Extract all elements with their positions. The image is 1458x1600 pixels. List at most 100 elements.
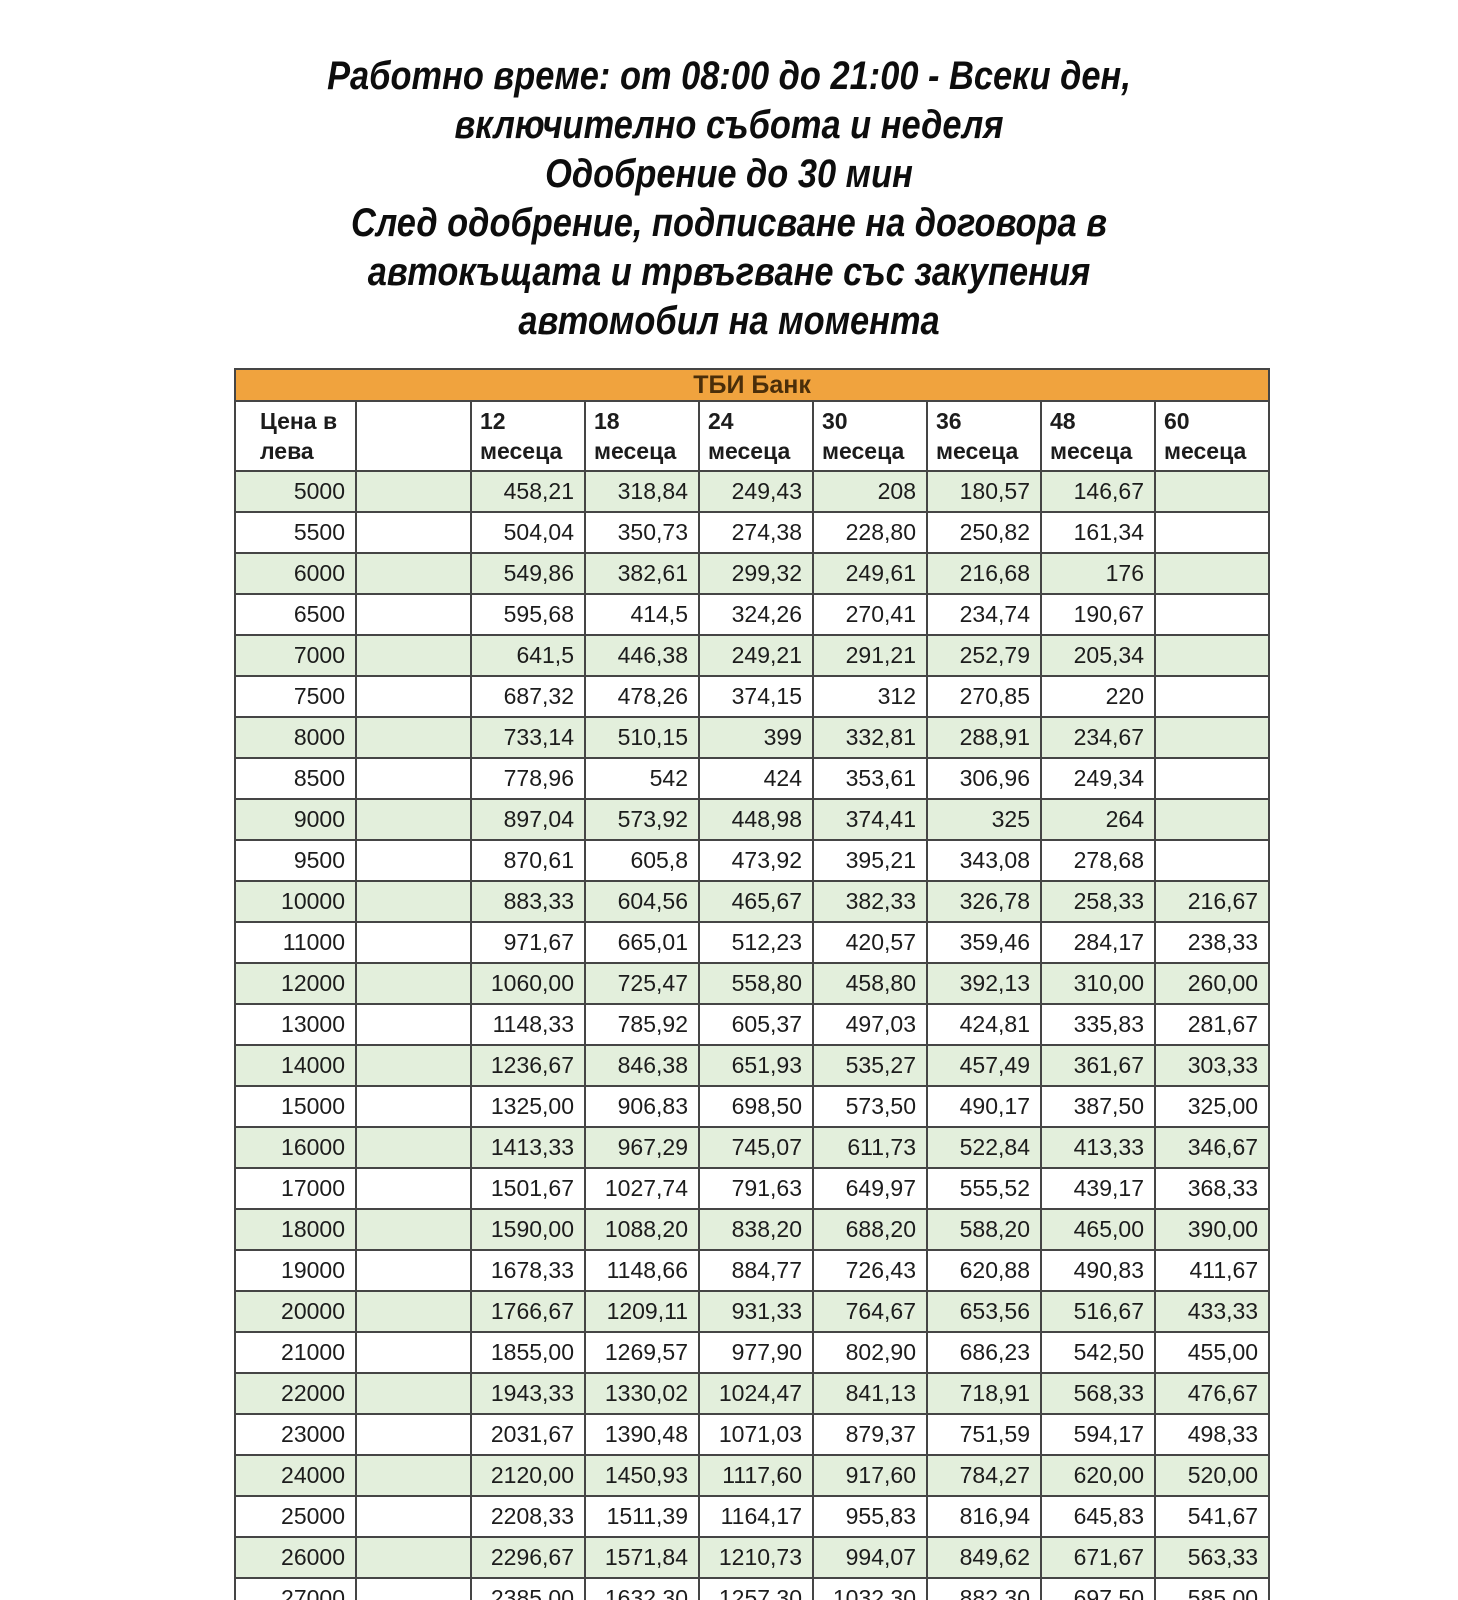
value-cell: 264 [1040, 798, 1156, 841]
table-row: 15000 1325,00 906,83 698,50 573,50 490,17 387,… [234, 1085, 1271, 1128]
value-cell: 785,92 [584, 1003, 700, 1046]
value-cell: 838,20 [698, 1208, 814, 1251]
value-cell: 490,83 [1040, 1249, 1156, 1292]
table-row: 17000 1501,67 1027,74 791,63 649,97 555,52 439… [234, 1167, 1271, 1210]
value-cell: 433,33 [1153, 1290, 1271, 1333]
value-cell: 368,33 [1153, 1167, 1271, 1210]
value-cell: 270,85 [926, 675, 1042, 718]
column-header-row: Цена в лева 12 месеца 18 месеца 24 месеца 30 ме… [234, 400, 1271, 472]
value-cell: 2385,00 [470, 1577, 586, 1600]
price-cell: 18000 [234, 1208, 357, 1251]
spacer-cell [355, 511, 472, 554]
value-cell: 457,49 [926, 1044, 1042, 1087]
price-cell: 19000 [234, 1249, 357, 1292]
value-cell [1153, 839, 1271, 882]
month-label: месеца [708, 438, 791, 464]
month-number: 36 [936, 408, 962, 434]
value-cell: 1209,11 [584, 1290, 700, 1333]
table-row: 22000 1943,33 1330,02 1024,47 841,13 718,91 56… [234, 1372, 1271, 1415]
value-cell: 476,67 [1153, 1372, 1271, 1415]
value-cell: 588,20 [926, 1208, 1042, 1251]
price-cell: 12000 [234, 962, 357, 1005]
value-cell [1153, 675, 1271, 718]
price-cell: 27000 [234, 1577, 357, 1600]
price-cell: 22000 [234, 1372, 357, 1415]
month-number: 18 [594, 408, 620, 434]
price-cell: 15000 [234, 1085, 357, 1128]
month-label: месеца [1164, 438, 1247, 464]
value-cell: 382,33 [812, 880, 928, 923]
spacer-cell [355, 1249, 472, 1292]
spacer-cell [355, 552, 472, 595]
table-row: 5500 504,04 350,73 274,38 228,80 250,82 161,34 [234, 511, 1271, 554]
value-cell: 1210,73 [698, 1536, 814, 1579]
value-cell: 249,43 [698, 470, 814, 513]
spacer-cell [355, 1495, 472, 1538]
spacer-cell [355, 1044, 472, 1087]
value-cell: 326,78 [926, 880, 1042, 923]
table-row: 23000 2031,67 1390,48 1071,03 879,37 751,59 59… [234, 1413, 1271, 1456]
value-cell: 310,00 [1040, 962, 1156, 1005]
value-cell: 306,96 [926, 757, 1042, 800]
value-cell: 281,67 [1153, 1003, 1271, 1046]
value-cell: 605,8 [584, 839, 700, 882]
spacer-cell [355, 1413, 472, 1456]
month-label: месеца [480, 438, 563, 464]
value-cell: 332,81 [812, 716, 928, 759]
table-body: 5000 458,21 318,84 249,43 208 180,57 146,67 550… [234, 470, 1271, 1600]
value-cell: 361,67 [1040, 1044, 1156, 1087]
value-cell: 190,67 [1040, 593, 1156, 636]
month-column-header: 60 месеца [1153, 400, 1271, 472]
value-cell: 784,27 [926, 1454, 1042, 1497]
spacer-cell [355, 675, 472, 718]
value-cell: 882,30 [926, 1577, 1042, 1600]
value-cell: 733,14 [470, 716, 586, 759]
month-label: месеца [936, 438, 1019, 464]
value-cell: 994,07 [812, 1536, 928, 1579]
value-cell: 897,04 [470, 798, 586, 841]
table-row: 25000 2208,33 1511,39 1164,17 955,83 816,94 64… [234, 1495, 1271, 1538]
value-cell: 563,33 [1153, 1536, 1271, 1579]
value-cell: 1027,74 [584, 1167, 700, 1210]
table-row: 14000 1236,67 846,38 651,93 535,27 457,49 361,… [234, 1044, 1271, 1087]
bank-band-row: ТБИ Банк [233, 368, 1271, 402]
value-cell: 620,00 [1040, 1454, 1156, 1497]
value-cell: 542,50 [1040, 1331, 1156, 1374]
price-cell: 17000 [234, 1167, 357, 1210]
empty-column-header [355, 400, 472, 472]
value-cell: 977,90 [698, 1331, 814, 1374]
value-cell: 250,82 [926, 511, 1042, 554]
bank-name-header: ТБИ Банк [233, 368, 1271, 402]
value-cell: 725,47 [584, 962, 700, 1005]
spacer-cell [355, 798, 472, 841]
value-cell: 879,37 [812, 1413, 928, 1456]
value-cell: 424 [698, 757, 814, 800]
value-cell: 220 [1040, 675, 1156, 718]
price-cell: 11000 [234, 921, 357, 964]
value-cell: 216,67 [1153, 880, 1271, 923]
value-cell: 465,00 [1040, 1208, 1156, 1251]
value-cell: 1590,00 [470, 1208, 586, 1251]
value-cell: 549,86 [470, 552, 586, 595]
spacer-cell [355, 1208, 472, 1251]
value-cell: 448,98 [698, 798, 814, 841]
price-cell: 5500 [234, 511, 357, 554]
price-cell: 9500 [234, 839, 357, 882]
value-cell: 399 [698, 716, 814, 759]
month-number: 48 [1050, 408, 1076, 434]
price-cell: 6000 [234, 552, 357, 595]
value-cell: 274,38 [698, 511, 814, 554]
value-cell: 1450,93 [584, 1454, 700, 1497]
value-cell: 413,33 [1040, 1126, 1156, 1169]
price-column-header: Цена в лева [234, 400, 357, 472]
value-cell: 1236,67 [470, 1044, 586, 1087]
value-cell: 718,91 [926, 1372, 1042, 1415]
table-row: 5000 458,21 318,84 249,43 208 180,57 146,67 [234, 470, 1271, 513]
value-cell: 764,67 [812, 1290, 928, 1333]
value-cell: 1943,33 [470, 1372, 586, 1415]
value-cell: 573,92 [584, 798, 700, 841]
value-cell [1153, 757, 1271, 800]
value-cell: 816,94 [926, 1495, 1042, 1538]
value-cell: 504,04 [470, 511, 586, 554]
value-cell: 653,56 [926, 1290, 1042, 1333]
